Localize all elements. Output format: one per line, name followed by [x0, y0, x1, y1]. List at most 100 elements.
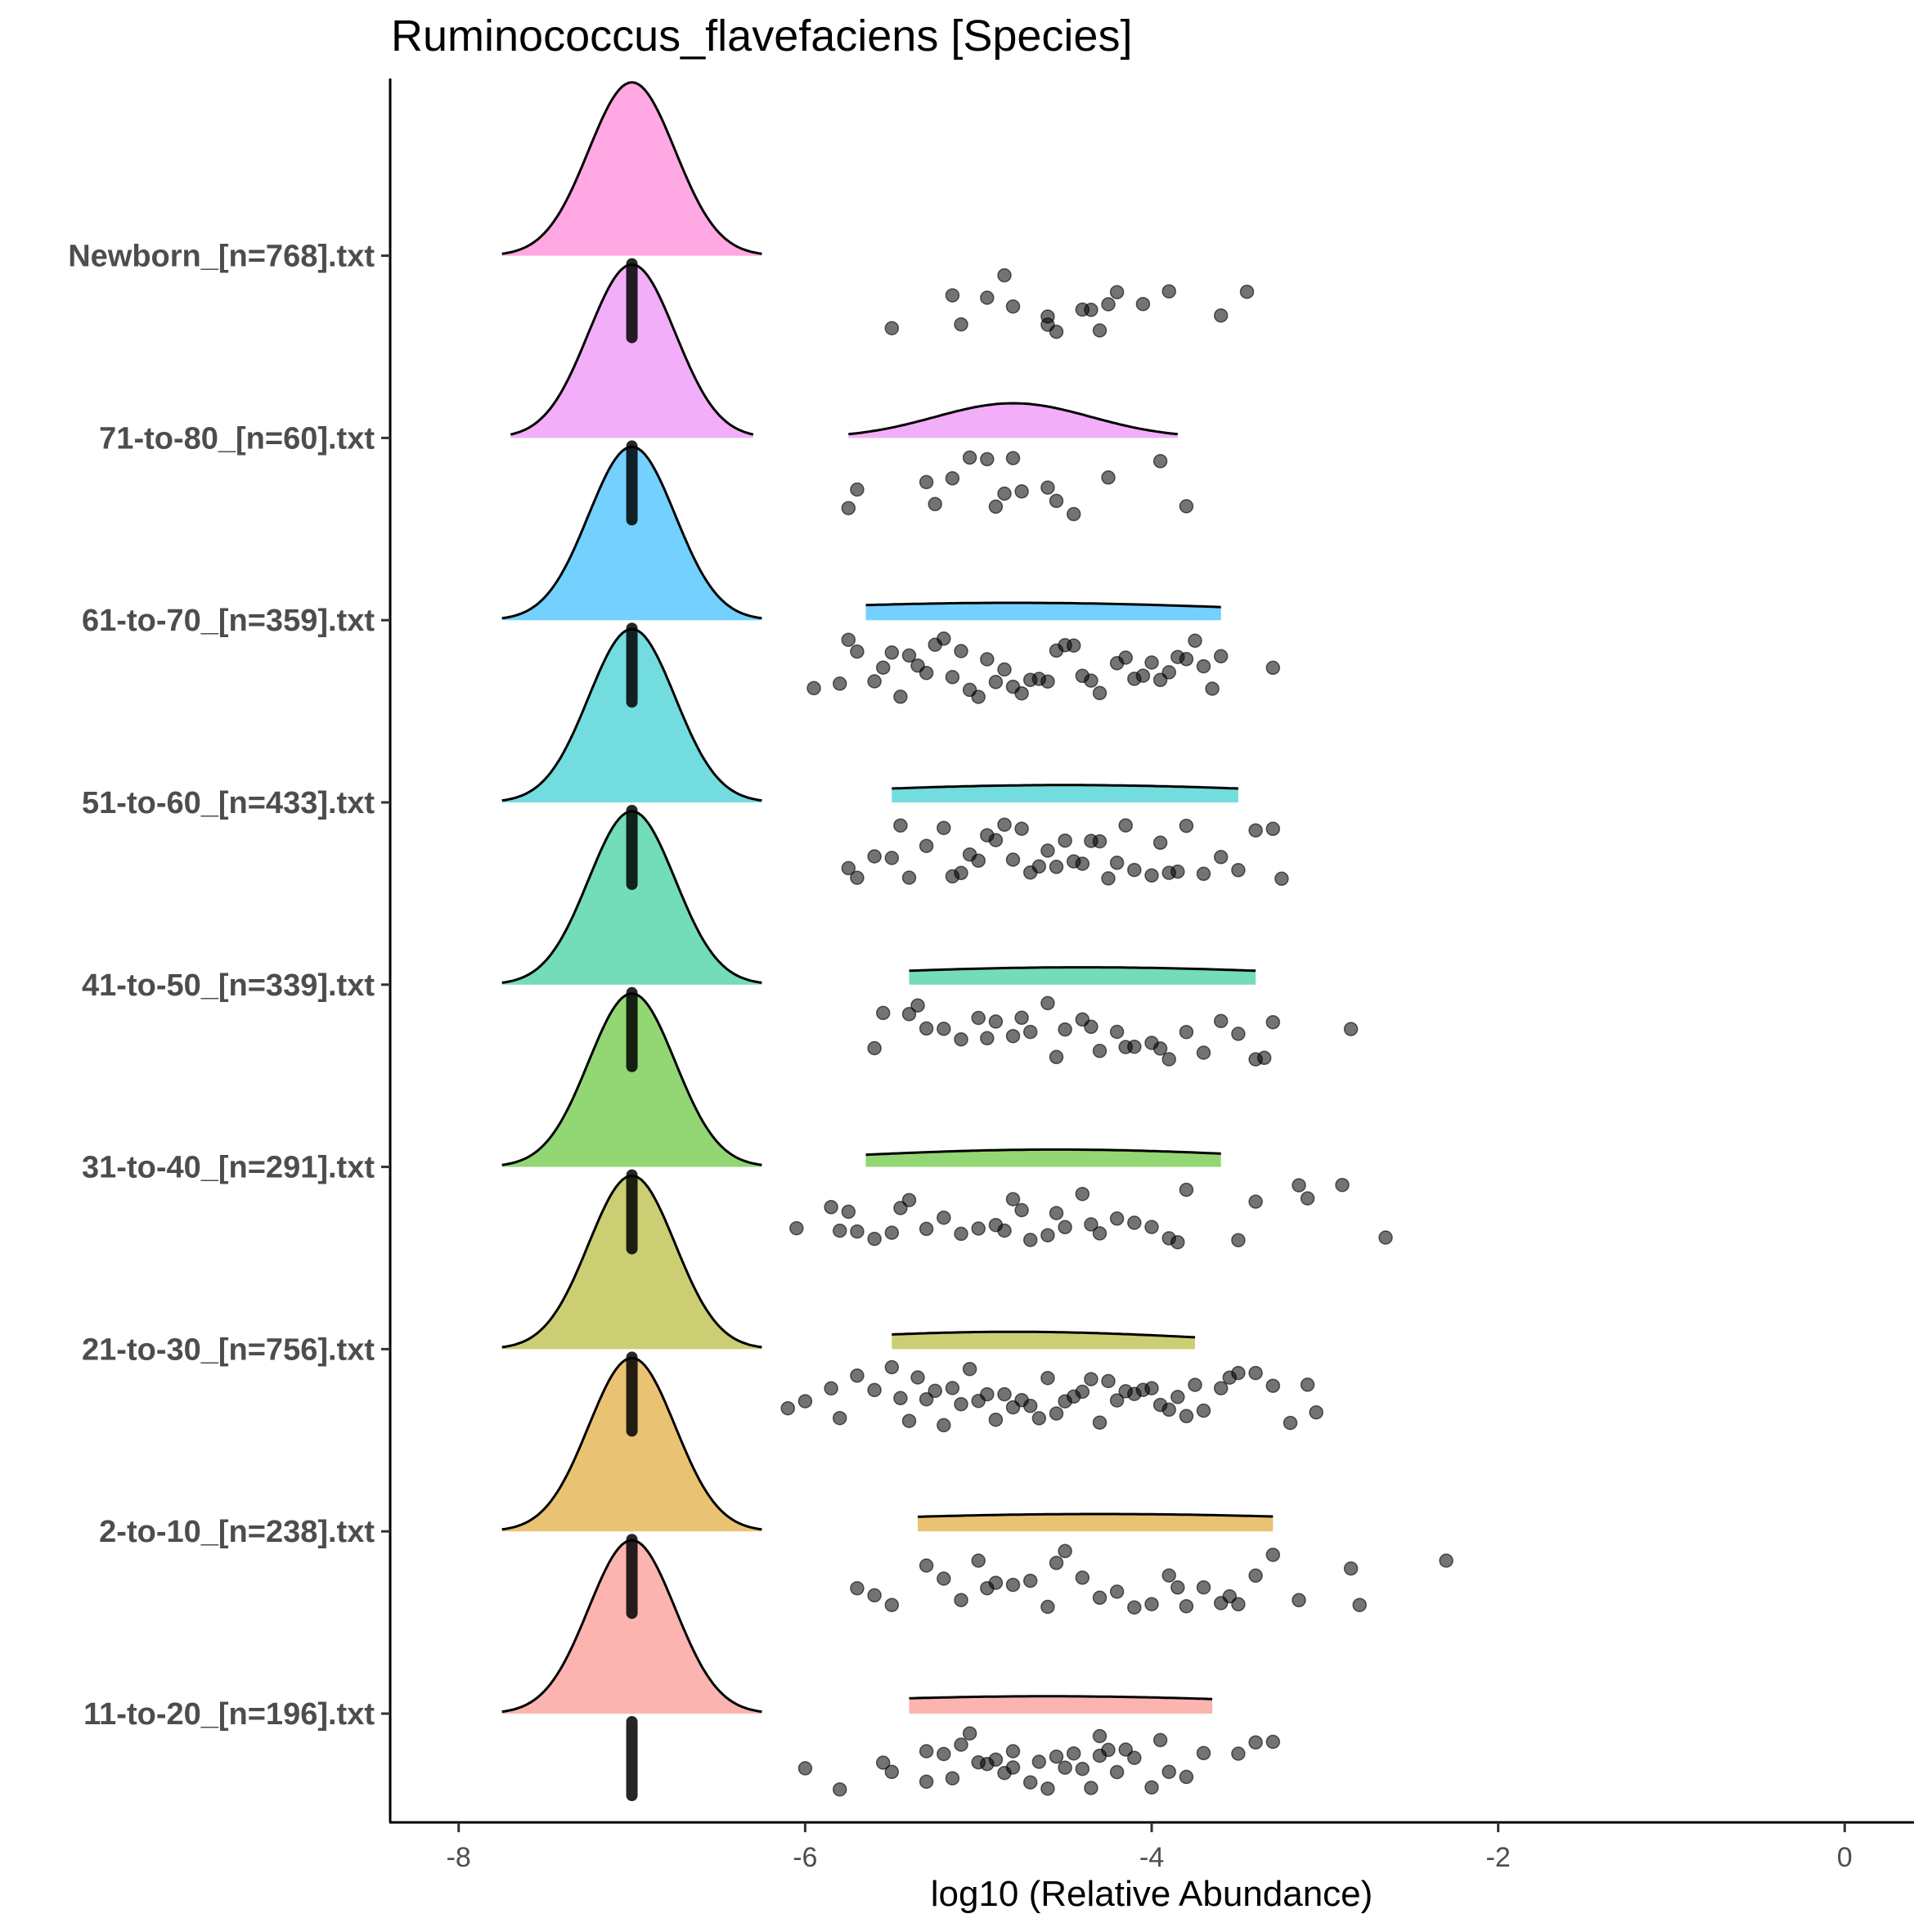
- abundance-density-fill: [892, 1332, 1195, 1350]
- data-point: [1144, 868, 1159, 883]
- data-point: [1248, 1365, 1263, 1381]
- data-point: [875, 660, 891, 675]
- data-point: [928, 496, 942, 512]
- y-tick-label: 21-to-30_[n=756].txt: [82, 1332, 375, 1367]
- data-point: [971, 690, 986, 704]
- data-point: [1196, 1403, 1211, 1418]
- data-point: [1127, 1215, 1142, 1230]
- data-point: [1092, 323, 1108, 338]
- data-point: [1075, 1570, 1090, 1585]
- y-tick-label: 11-to-20_[n=196].txt: [83, 1697, 375, 1732]
- data-point: [875, 1005, 891, 1021]
- data-point: [1179, 818, 1194, 833]
- y-tick-label: 31-to-40_[n=291].txt: [82, 1151, 375, 1185]
- zero-density-fill: [510, 264, 753, 438]
- data-point: [1031, 1411, 1047, 1426]
- data-point: [919, 665, 934, 681]
- data-point: [1213, 649, 1229, 664]
- data-point: [937, 1210, 951, 1225]
- data-point: [850, 1368, 865, 1383]
- data-point: [1092, 1728, 1108, 1744]
- data-point: [1022, 1024, 1038, 1040]
- zero-density-outline: [501, 81, 762, 255]
- data-point: [1161, 1764, 1176, 1779]
- data-point: [1022, 1399, 1038, 1413]
- data-point: [1231, 1233, 1246, 1247]
- data-point: [954, 1031, 968, 1047]
- data-point: [1005, 1577, 1021, 1593]
- data-point: [1179, 1769, 1194, 1785]
- data-point: [901, 870, 917, 885]
- data-point: [1196, 866, 1211, 882]
- data-point: [1161, 1568, 1176, 1583]
- data-point: [1049, 1206, 1064, 1220]
- data-point: [1248, 1735, 1263, 1750]
- y-tick-label: 61-to-70_[n=359].txt: [82, 604, 375, 638]
- data-point: [937, 1022, 951, 1036]
- data-point: [1005, 1192, 1021, 1206]
- x-tick-label: -6: [793, 1842, 817, 1873]
- data-point: [1040, 1228, 1055, 1242]
- data-point: [954, 317, 968, 332]
- data-point: [1049, 1049, 1064, 1065]
- data-point: [962, 1361, 977, 1377]
- abundance-density-outline: [865, 601, 1221, 609]
- data-point: [945, 670, 960, 685]
- data-point: [971, 1221, 986, 1236]
- data-point: [884, 1225, 900, 1240]
- data-point: [937, 820, 951, 835]
- data-point: [1005, 451, 1021, 465]
- data-point: [1058, 1760, 1072, 1775]
- data-point: [997, 1386, 1012, 1402]
- abundance-density-outline: [892, 1330, 1196, 1339]
- data-point: [1049, 860, 1064, 874]
- data-point: [1109, 285, 1125, 299]
- data-point: [1205, 681, 1220, 696]
- data-point: [1014, 1010, 1029, 1026]
- data-point: [798, 1761, 813, 1776]
- data-point: [1014, 821, 1029, 836]
- data-point: [1343, 1561, 1359, 1576]
- data-point: [988, 1575, 1004, 1590]
- data-point: [1101, 1373, 1116, 1389]
- data-point: [1075, 856, 1090, 871]
- data-point: [867, 849, 882, 864]
- data-point: [1179, 1409, 1194, 1424]
- data-point: [1144, 655, 1159, 670]
- x-tick-label: 0: [1837, 1842, 1853, 1873]
- data-point: [1265, 821, 1281, 837]
- jitter-points-layer: [780, 267, 1453, 1797]
- data-point: [1092, 1415, 1108, 1430]
- data-point: [1058, 1220, 1072, 1235]
- data-point: [867, 1588, 882, 1603]
- data-point: [919, 838, 934, 853]
- data-point: [1161, 1402, 1176, 1418]
- data-point: [1179, 1182, 1194, 1197]
- data-point: [1144, 1220, 1159, 1234]
- data-point: [1049, 1556, 1064, 1570]
- data-point: [1161, 1052, 1176, 1067]
- data-point: [962, 1726, 977, 1741]
- data-point: [1084, 1019, 1099, 1035]
- data-point: [1101, 470, 1116, 485]
- data-point: [1170, 1234, 1185, 1250]
- data-point: [1109, 1024, 1125, 1040]
- abundance-density-outline: [909, 1695, 1213, 1701]
- zero-density-fill: [501, 1358, 762, 1532]
- data-point: [919, 1774, 934, 1789]
- data-point: [1049, 1749, 1064, 1764]
- data-point: [945, 1381, 960, 1395]
- data-point: [1196, 1579, 1211, 1595]
- data-point: [1005, 1760, 1021, 1775]
- data-point: [962, 450, 977, 465]
- data-point: [1092, 685, 1108, 701]
- data-point: [937, 1418, 951, 1433]
- abundance-density-outline: [917, 1512, 1274, 1518]
- data-point: [1049, 493, 1064, 509]
- data-point: [997, 267, 1012, 283]
- abundance-density-fill: [909, 967, 1256, 985]
- data-point: [937, 631, 951, 646]
- data-point: [971, 1010, 986, 1026]
- zero-density-fill: [501, 1540, 762, 1714]
